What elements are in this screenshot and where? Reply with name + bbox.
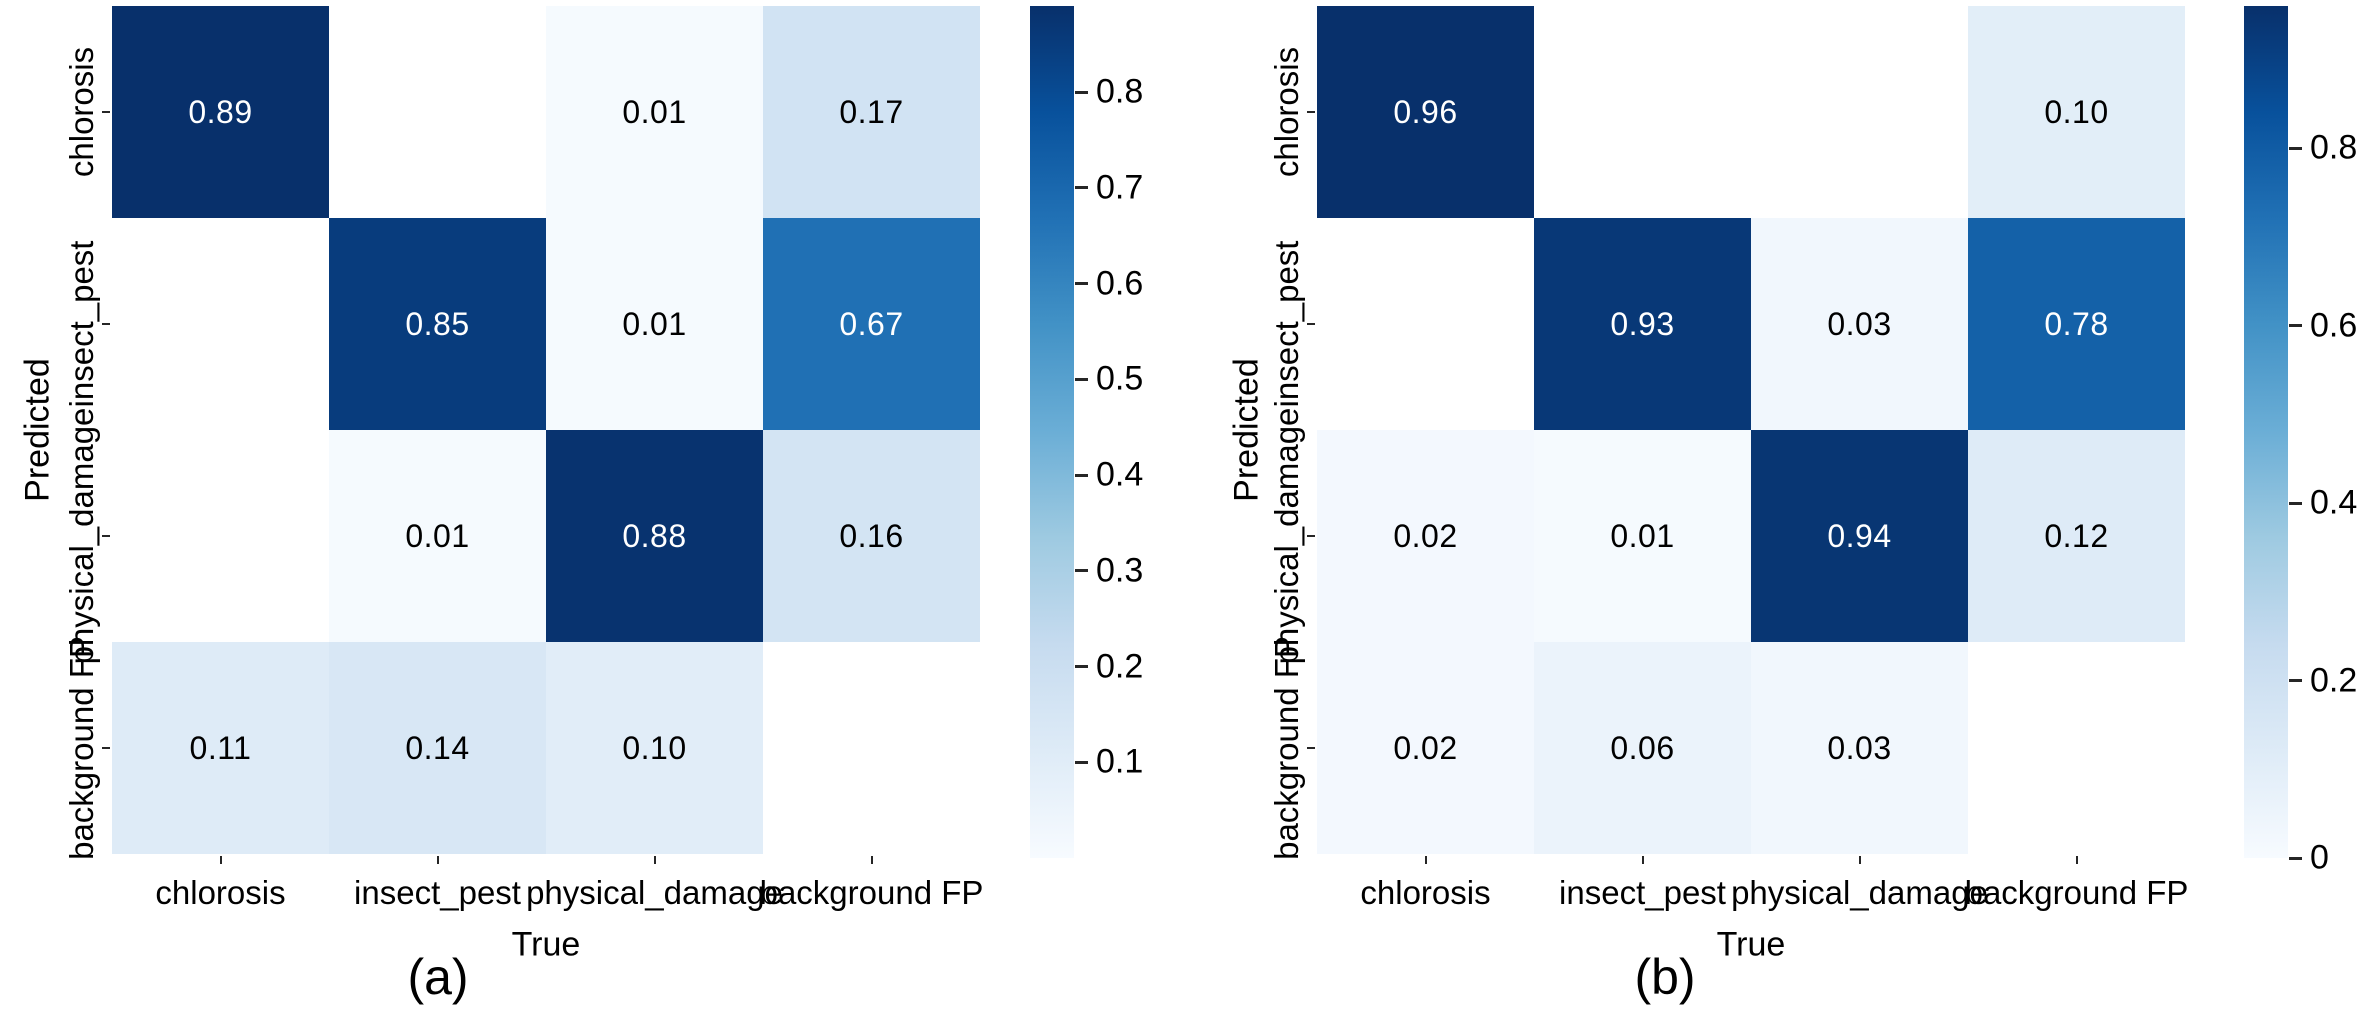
panel-caption: (b) — [1634, 949, 1696, 1005]
heatmap-cell: 0.96 — [1317, 6, 1534, 218]
heatmap-cell: 0.67 — [763, 218, 980, 430]
x-tick-mark — [653, 856, 656, 864]
heatmap-cell: 0.88 — [546, 430, 763, 642]
heatmap-cell: 0.93 — [1534, 218, 1751, 430]
y-tick-mark — [102, 323, 110, 325]
x-tick-mark — [1858, 856, 1861, 864]
heatmap-cell: 0.06 — [1534, 642, 1751, 854]
heatmap-cell: 0.17 — [763, 6, 980, 218]
heatmap-cell: 0.01 — [546, 218, 763, 430]
x-tick-mark — [436, 856, 439, 864]
heatmap-cell: 0.10 — [1968, 6, 2185, 218]
y-tick-label: chlorosis — [1268, 46, 1305, 178]
x-tick-mark — [2075, 856, 2078, 864]
x-tick-label: background FP — [1964, 874, 2189, 911]
heatmap-cell: 0.01 — [329, 430, 546, 642]
x-tick-label: insect_pest — [1559, 874, 1726, 911]
y-tick-mark — [1307, 747, 1315, 749]
heatmap-cell: 0.89 — [112, 6, 329, 218]
y-axis-title: Predicted — [1227, 358, 1266, 502]
heatmap-cell: 0.10 — [546, 642, 763, 854]
heatmap-cell: 0.01 — [1534, 430, 1751, 642]
colorbar-tick-label: 0.5 — [1096, 359, 1144, 398]
x-tick-mark — [1641, 856, 1644, 864]
y-tick-label: physical_damage — [1268, 407, 1305, 665]
x-axis-title: True — [511, 925, 581, 964]
colorbar-tick-label: 0.6 — [2310, 306, 2358, 344]
colorbar-tick-label: 0 — [2310, 838, 2329, 877]
y-tick-mark — [1307, 323, 1315, 325]
heatmap-cell: 0.85 — [329, 218, 546, 430]
colorbar-tick-mark — [1075, 665, 1088, 669]
x-axis-title: True — [1716, 925, 1786, 964]
x-tick-label: physical_damage — [526, 874, 783, 911]
heatmap-cell: 0.02 — [1317, 430, 1534, 642]
heatmap-cell: 0.14 — [329, 642, 546, 854]
colorbar-tick-label: 0.4 — [1096, 455, 1144, 494]
colorbar-tick-mark — [1075, 186, 1088, 190]
x-tick-mark — [219, 856, 222, 864]
colorbar-tick-mark — [1075, 569, 1088, 573]
colorbar-tick-mark — [1075, 282, 1088, 286]
colorbar-tick-label: 0.3 — [1096, 551, 1144, 590]
colorbar-tick-mark — [2289, 146, 2302, 150]
y-tick-mark — [102, 111, 110, 113]
colorbar-tick-label: 0.8 — [2310, 128, 2358, 167]
heatmap-cell: 0.01 — [546, 6, 763, 218]
colorbar-tick-mark — [2289, 856, 2302, 860]
x-tick-label: insect_pest — [354, 874, 521, 911]
colorbar-tick-label: 0.2 — [2310, 661, 2358, 699]
heatmap-cell — [1968, 642, 2185, 854]
heatmap-cell: 0.78 — [1968, 218, 2185, 430]
colorbar-tick-label: 0.7 — [1096, 168, 1144, 207]
colorbar — [1030, 6, 1074, 858]
x-tick-mark — [870, 856, 873, 864]
heatmap-cell — [329, 6, 546, 218]
y-tick-label: insect_pest — [1268, 240, 1305, 408]
heatmap-cell — [1534, 6, 1751, 218]
heatmap-cell: 0.03 — [1751, 218, 1968, 430]
colorbar-tick-mark — [1075, 90, 1088, 94]
x-tick-label: physical_damage — [1731, 874, 1988, 911]
y-tick-mark — [1307, 111, 1315, 113]
x-tick-mark — [1424, 856, 1427, 864]
heatmap-cell: 0.03 — [1751, 642, 1968, 854]
colorbar-tick-mark — [2289, 679, 2302, 682]
y-tick-mark — [102, 535, 110, 537]
heatmap-cell: 0.11 — [112, 642, 329, 854]
colorbar-tick-label: 0.6 — [1096, 264, 1144, 303]
x-tick-label: background FP — [759, 874, 984, 911]
heatmap-cell: 0.02 — [1317, 642, 1534, 854]
x-tick-label: chlorosis — [155, 874, 286, 911]
colorbar-tick-mark — [1075, 760, 1088, 764]
heatmap-grid: 0.89 0.01 0.17 0.85 0.01 0.67 0.01 0.88 0.16 0.11… — [112, 6, 980, 854]
colorbar-tick-mark — [1075, 377, 1088, 381]
colorbar-tick-label: 0.8 — [1096, 72, 1144, 111]
y-tick-mark — [1307, 535, 1315, 537]
heatmap-cell — [763, 642, 980, 854]
heatmap-cell — [1317, 218, 1534, 430]
colorbar-tick-mark — [2289, 501, 2302, 505]
x-tick-label: chlorosis — [1360, 874, 1491, 911]
heatmap-grid: 0.96 0.10 0.93 0.03 0.78 0.02 0.01 0.94 0.12 0.02… — [1317, 6, 2185, 854]
colorbar-tick-mark — [2289, 324, 2302, 327]
heatmap-cell — [112, 430, 329, 642]
colorbar-tick-mark — [1075, 473, 1088, 477]
colorbar-tick-label: 0.2 — [1096, 647, 1144, 686]
panel-caption: (a) — [407, 949, 469, 1005]
heatmap-cell — [112, 218, 329, 430]
y-tick-mark — [102, 747, 110, 749]
heatmap-cell: 0.94 — [1751, 430, 1968, 642]
colorbar — [2244, 6, 2288, 858]
heatmap-cell — [1751, 6, 1968, 218]
heatmap-cell: 0.16 — [763, 430, 980, 642]
colorbar-tick-label: 0.1 — [1096, 742, 1144, 781]
heatmap-cell: 0.12 — [1968, 430, 2185, 642]
y-tick-label: background FP — [1268, 636, 1305, 860]
colorbar-tick-label: 0.4 — [2310, 483, 2358, 522]
